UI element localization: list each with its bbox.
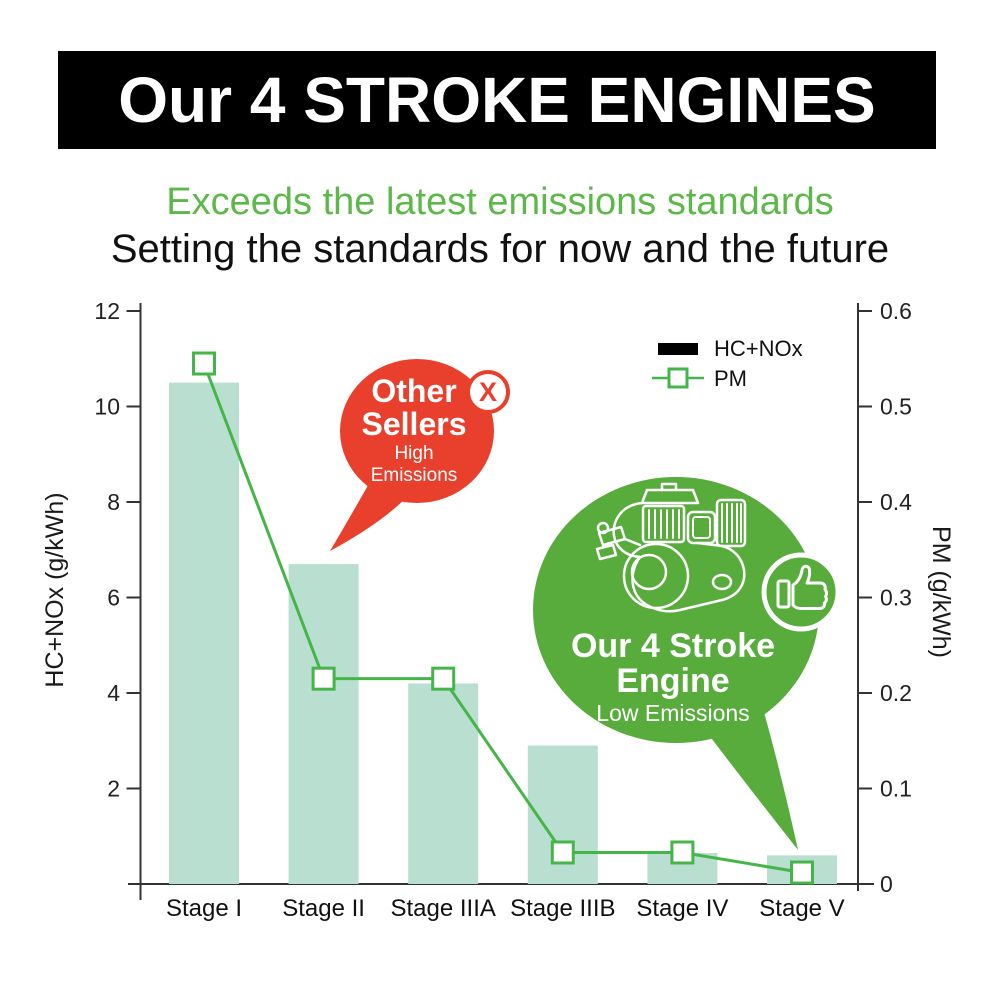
right-axis-title: PM (g/kWh)	[927, 526, 955, 658]
pm-marker	[550, 840, 575, 865]
right-tick-label: 0.3	[880, 585, 912, 611]
pm-line-series	[192, 351, 814, 885]
green-callout-tail	[702, 698, 798, 850]
axes: 12 10 8 6 4 2 0.6 0.5 0.4 0.3 0.2 0.1 0 Stage I Stage …	[94, 298, 912, 922]
x-category-label: Stage II	[282, 895, 365, 922]
title-banner: Our 4 STROKE ENGINES	[58, 51, 936, 149]
x-badge-glyph: X	[479, 377, 497, 407]
thumbs-up-icon	[761, 552, 841, 632]
pm-marker	[790, 860, 814, 885]
right-tick-label: 0.2	[880, 680, 912, 706]
right-tick-label: 0.6	[880, 298, 912, 324]
hcnox-bar	[408, 683, 479, 884]
left-tick-label: 8	[107, 489, 120, 515]
red-callout-title-1: Other	[371, 373, 456, 409]
legend-label-pm: PM	[714, 366, 747, 391]
pm-marker	[192, 351, 216, 376]
right-tick-label: 0.5	[880, 394, 912, 420]
green-callout: Our 4 Stroke Engine Low Emissions	[533, 477, 841, 850]
page-title: Our 4 STROKE ENGINES	[118, 64, 876, 136]
legend-label-hcnox: HC+NOx	[714, 336, 803, 361]
engine-illustration	[595, 482, 747, 613]
x-category-label: Stage V	[759, 895, 844, 922]
x-category-label: Stage IIIB	[510, 895, 615, 922]
left-tick-label: 2	[107, 776, 120, 802]
red-callout-body	[340, 359, 494, 503]
right-tick-label: 0.4	[880, 489, 912, 515]
left-tick-label: 4	[107, 680, 120, 706]
pm-marker	[311, 666, 336, 691]
green-callout-sub: Low Emissions	[596, 700, 749, 726]
chart-legend: HC+NOx PM	[652, 336, 803, 391]
left-tick-label: 6	[107, 585, 120, 611]
right-tick-label: 0	[880, 871, 893, 897]
pm-marker	[431, 666, 456, 691]
subtitle-green: Exceeds the latest emissions standards	[166, 181, 834, 223]
legend-swatch-hcnox	[658, 343, 698, 355]
green-callout-title-1: Our 4 Stroke	[571, 627, 775, 665]
pm-marker	[670, 840, 695, 865]
left-axis-title: HC+NOx (g/kWh)	[41, 492, 69, 687]
red-callout-sub-1: High	[394, 443, 433, 464]
x-badge-icon: X	[466, 370, 510, 414]
green-callout-title-2: Engine	[616, 662, 729, 700]
red-callout-tail	[330, 480, 407, 551]
red-callout: Other Sellers High Emissions X	[330, 359, 510, 551]
left-tick-label: 10	[94, 394, 120, 420]
x-category-label: Stage IV	[636, 895, 728, 922]
x-category-label: Stage IIIA	[390, 895, 495, 922]
hcnox-bar	[169, 382, 239, 884]
x-category-label: Stage I	[166, 895, 242, 922]
right-tick-label: 0.1	[880, 776, 912, 802]
subtitle-black: Setting the standards for now and the fu…	[110, 227, 890, 271]
red-callout-sub-2: Emissions	[371, 465, 458, 486]
legend-marker-pm	[667, 367, 689, 389]
red-callout-title-2: Sellers	[362, 406, 467, 442]
left-tick-label: 12	[94, 298, 120, 324]
